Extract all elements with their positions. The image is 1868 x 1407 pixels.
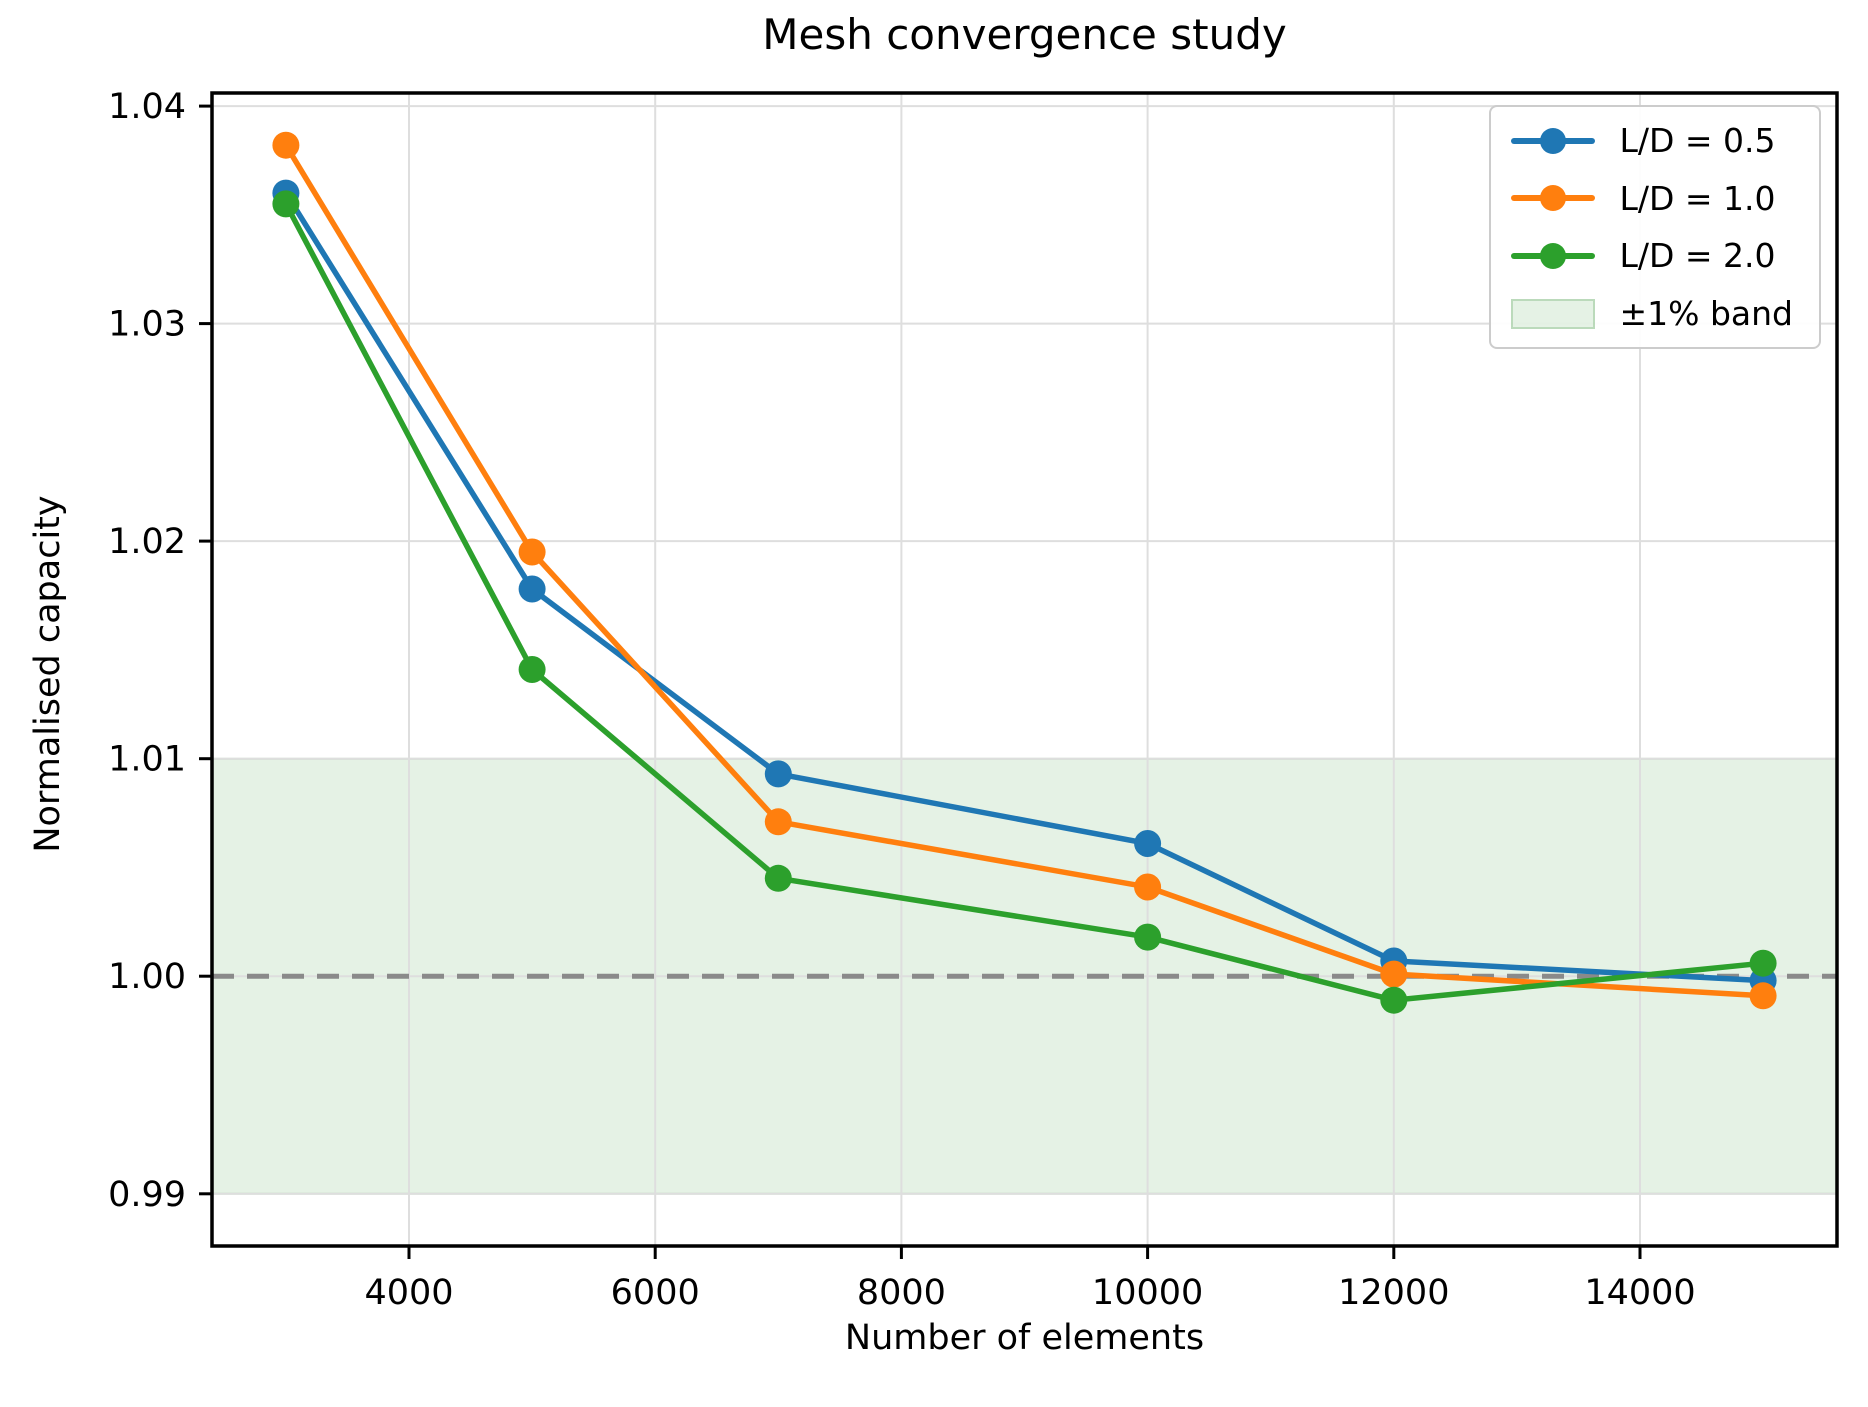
legend-item-band: ±1% band bbox=[1511, 294, 1793, 334]
legend-line-marker-icon bbox=[1511, 126, 1596, 156]
series-line bbox=[283, 201, 1766, 1003]
x-tick-label: 8000 bbox=[857, 1273, 946, 1313]
data-point bbox=[1380, 960, 1408, 988]
legend-line-marker-icon bbox=[1511, 183, 1596, 213]
y-tick-label: 1.00 bbox=[108, 957, 186, 997]
data-point bbox=[518, 575, 546, 603]
y-tick-label: 1.04 bbox=[108, 87, 186, 127]
data-point bbox=[272, 131, 300, 159]
legend-label: L/D = 1.0 bbox=[1619, 178, 1776, 218]
data-point bbox=[1134, 873, 1162, 901]
x-tick-label: 6000 bbox=[611, 1273, 700, 1313]
series-line bbox=[283, 190, 1766, 984]
y-tick-label: 0.99 bbox=[108, 1175, 186, 1215]
legend-item-ld10: L/D = 1.0 bbox=[1511, 179, 1793, 219]
data-point bbox=[764, 864, 792, 892]
y-tick-label: 1.02 bbox=[108, 522, 186, 562]
x-tick-label: 12000 bbox=[1338, 1273, 1449, 1313]
legend: L/D = 0.5 L/D = 1.0 L/D = 2.0 ±1% band bbox=[1489, 105, 1821, 350]
data-point bbox=[1134, 923, 1162, 951]
data-point bbox=[272, 190, 300, 218]
x-tick-label: 14000 bbox=[1584, 1273, 1695, 1313]
plot-border bbox=[210, 91, 1839, 1248]
legend-band-swatch-icon bbox=[1511, 298, 1596, 329]
data-point bbox=[518, 656, 546, 683]
legend-label: L/D = 2.0 bbox=[1619, 236, 1776, 276]
data-point bbox=[518, 538, 546, 566]
data-point bbox=[1380, 986, 1408, 1014]
legend-label: L/D = 0.5 bbox=[1619, 121, 1776, 160]
x-tick-label: 4000 bbox=[364, 1273, 453, 1313]
data-point bbox=[1749, 949, 1777, 977]
legend-item-ld05: L/D = 0.5 bbox=[1511, 121, 1793, 161]
legend-line-marker-icon bbox=[1511, 241, 1596, 271]
y-tick-label: 1.03 bbox=[108, 305, 186, 345]
data-point bbox=[764, 808, 792, 836]
legend-item-ld20: L/D = 2.0 bbox=[1511, 236, 1793, 276]
data-point bbox=[1134, 830, 1162, 857]
data-point bbox=[1749, 982, 1777, 1010]
data-point bbox=[764, 760, 792, 788]
chart-title: Mesh convergence study bbox=[762, 10, 1287, 59]
y-tick-label: 1.01 bbox=[108, 740, 186, 780]
series-line bbox=[283, 142, 1766, 999]
x-axis-label: Number of elements bbox=[844, 1318, 1205, 1358]
legend-label: ±1% band bbox=[1619, 293, 1793, 333]
x-tick-label: 10000 bbox=[1092, 1273, 1203, 1313]
